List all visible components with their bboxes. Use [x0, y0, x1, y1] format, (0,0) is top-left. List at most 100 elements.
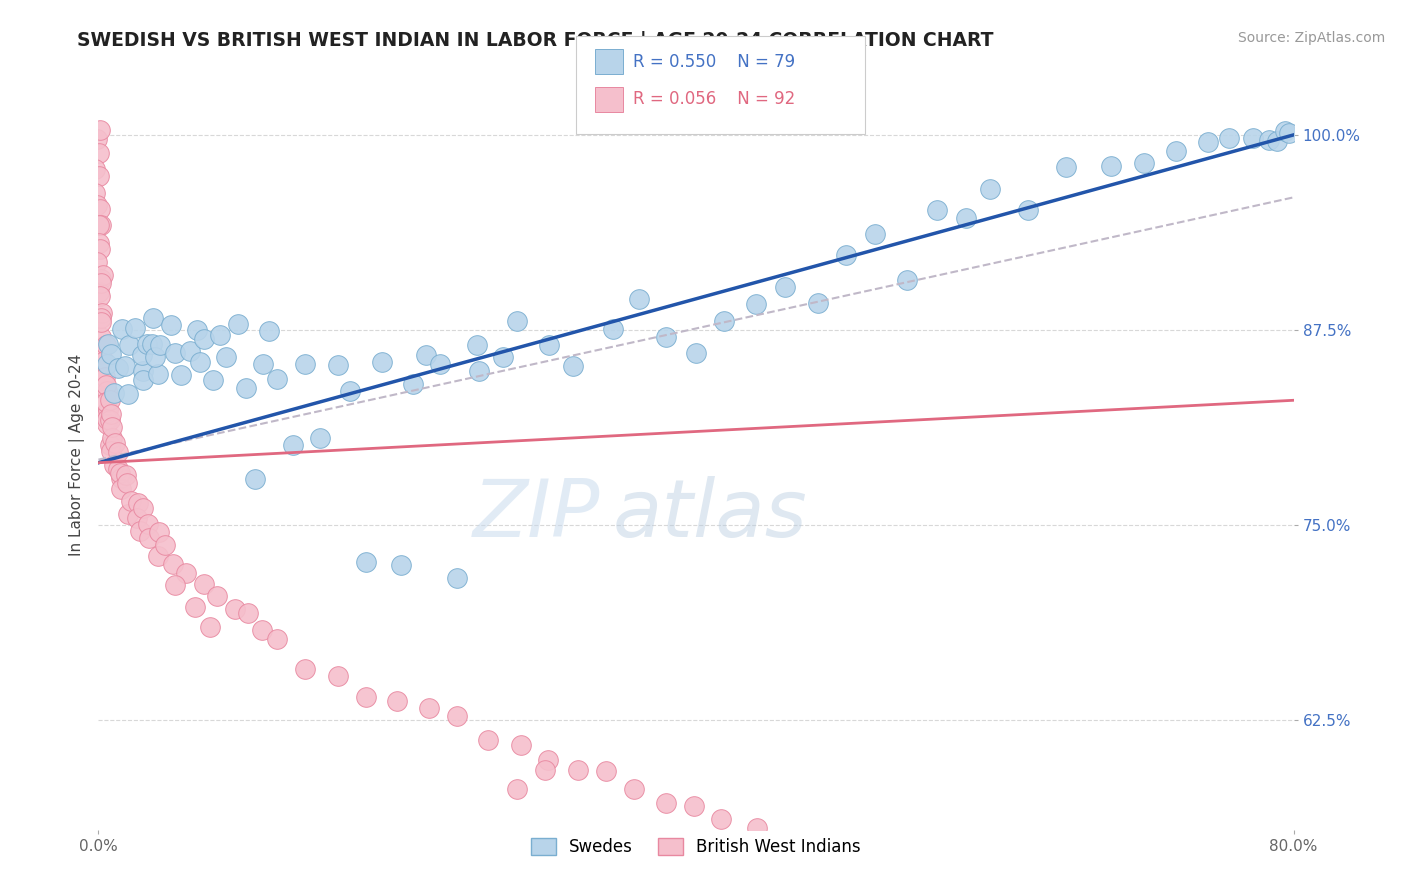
Point	[153, 539, 176, 553]
Point	[141, 337, 163, 351]
Point	[628, 292, 651, 306]
Point	[236, 606, 259, 620]
Text: R = 0.056    N = 92: R = 0.056 N = 92	[633, 90, 794, 108]
Point	[89, 285, 111, 299]
Point	[863, 227, 886, 242]
Point	[835, 248, 858, 262]
Point	[148, 337, 170, 351]
Point	[1278, 126, 1301, 140]
Point	[124, 321, 146, 335]
Point	[235, 381, 257, 395]
Point	[562, 359, 585, 373]
Point	[179, 344, 201, 359]
Point	[132, 364, 155, 378]
Point	[110, 482, 132, 496]
Point	[1218, 131, 1240, 145]
Point	[163, 345, 186, 359]
Point	[100, 347, 122, 361]
Point	[174, 566, 197, 580]
Point	[96, 357, 118, 371]
Point	[94, 378, 117, 392]
Point	[186, 323, 208, 337]
Point	[595, 764, 617, 778]
Point	[979, 182, 1001, 196]
Point	[184, 599, 207, 614]
Point	[170, 368, 193, 383]
Point	[86, 198, 108, 212]
Point	[127, 495, 149, 509]
Text: ZIP: ZIP	[472, 475, 600, 554]
Point	[807, 295, 830, 310]
Text: atlas: atlas	[613, 475, 807, 554]
Point	[955, 211, 977, 225]
Point	[100, 407, 122, 421]
Point	[602, 322, 624, 336]
Point	[326, 669, 349, 683]
Point	[1133, 155, 1156, 169]
Point	[117, 507, 139, 521]
Point	[101, 419, 124, 434]
Point	[97, 403, 120, 417]
Point	[100, 444, 122, 458]
Point	[104, 435, 127, 450]
Point	[215, 350, 238, 364]
Point	[90, 310, 112, 325]
Point	[193, 332, 215, 346]
Point	[103, 458, 125, 472]
Point	[623, 782, 645, 797]
Point	[91, 268, 114, 283]
Text: SWEDISH VS BRITISH WEST INDIAN IN LABOR FORCE | AGE 20-24 CORRELATION CHART: SWEDISH VS BRITISH WEST INDIAN IN LABOR …	[77, 31, 994, 51]
Point	[896, 273, 918, 287]
Y-axis label: In Labor Force | Age 20-24: In Labor Force | Age 20-24	[69, 354, 84, 556]
Text: Source: ZipAtlas.com: Source: ZipAtlas.com	[1237, 31, 1385, 45]
Point	[142, 311, 165, 326]
Point	[477, 732, 499, 747]
Point	[97, 337, 120, 351]
Point	[125, 511, 148, 525]
Point	[655, 796, 678, 810]
Point	[745, 297, 768, 311]
Point	[138, 516, 160, 531]
Point	[94, 338, 117, 352]
Point	[1099, 159, 1122, 173]
Point	[266, 632, 288, 646]
Point	[87, 235, 110, 250]
Point	[683, 799, 706, 814]
Point	[84, 186, 107, 201]
Point	[294, 662, 316, 676]
Point	[162, 557, 184, 571]
Point	[710, 813, 733, 827]
Point	[86, 132, 108, 146]
Point	[429, 357, 451, 371]
Point	[354, 690, 377, 704]
Point	[506, 314, 529, 328]
Point	[89, 272, 111, 286]
Point	[467, 338, 489, 352]
Point	[146, 549, 169, 563]
Point	[655, 330, 678, 344]
Point	[294, 357, 316, 371]
Point	[90, 218, 112, 232]
Point	[98, 412, 121, 426]
Point	[145, 350, 167, 364]
Point	[446, 709, 468, 723]
Point	[110, 471, 132, 485]
Point	[257, 325, 280, 339]
Point	[205, 589, 228, 603]
Point	[96, 406, 118, 420]
Point	[93, 354, 115, 368]
Point	[90, 315, 112, 329]
Point	[87, 145, 110, 160]
Point	[107, 361, 129, 376]
Point	[138, 531, 160, 545]
Point	[201, 372, 224, 386]
Point	[198, 620, 221, 634]
Point	[110, 467, 132, 481]
Point	[1197, 136, 1219, 150]
Point	[536, 753, 558, 767]
Point	[135, 336, 157, 351]
Point	[94, 369, 117, 384]
Point	[89, 169, 111, 183]
Point	[94, 395, 117, 409]
Point	[159, 318, 181, 332]
